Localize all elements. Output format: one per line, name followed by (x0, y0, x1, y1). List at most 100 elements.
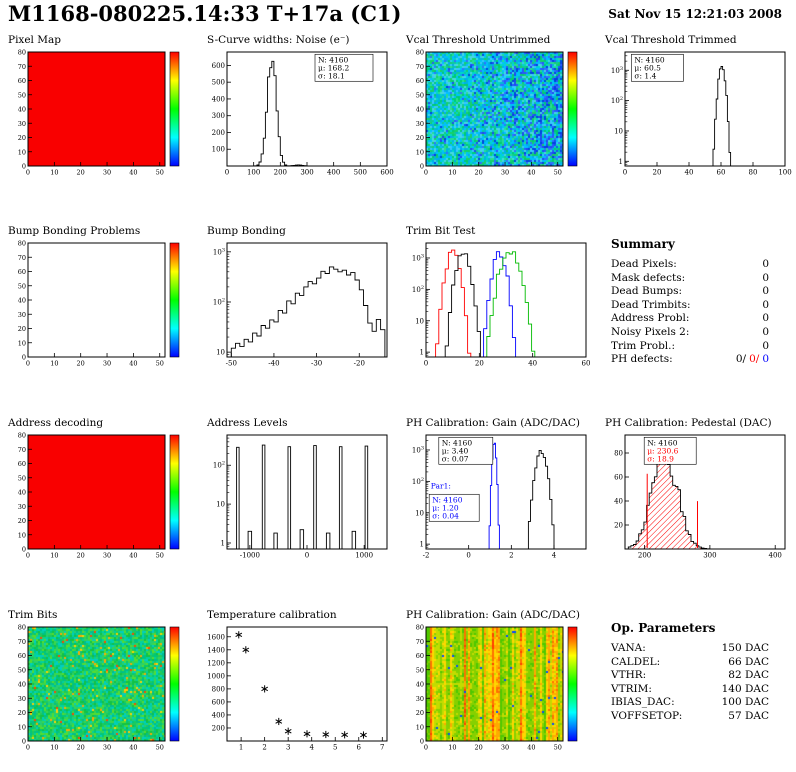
svg-text:40: 40 (18, 297, 26, 305)
svg-text:10: 10 (50, 360, 58, 368)
op-parameter-row: VTRIM: 140 DAC (611, 682, 769, 695)
svg-text:10: 10 (614, 127, 623, 135)
ph-defects-value-3: 0 (762, 353, 769, 366)
svg-text:80: 80 (18, 432, 26, 440)
svg-text:80: 80 (18, 240, 26, 248)
chart-title: Trim Bits (8, 609, 58, 621)
svg-text:50: 50 (416, 91, 424, 99)
svg-text:30: 30 (103, 552, 111, 560)
svg-text:1000: 1000 (355, 552, 373, 560)
svg-text:100: 100 (247, 169, 260, 177)
svg-text:60: 60 (416, 77, 424, 85)
svg-text:0: 0 (22, 163, 26, 171)
svg-text:40: 40 (527, 744, 535, 752)
svg-text:80: 80 (749, 169, 758, 177)
chart-title: Pixel Map (8, 34, 61, 46)
svg-text:N: 4160: N: 4160 (318, 55, 349, 64)
op-parameters-title: Op. Parameters (611, 621, 716, 635)
svg-text:80: 80 (18, 49, 26, 57)
svg-text:40: 40 (129, 744, 137, 752)
svg-text:20: 20 (475, 744, 483, 752)
summary-row: Trim Probl.: 0 (611, 339, 769, 352)
ph-pedestal-chart: 200 300 400 20 40 60 80 N: 4160 μ: 230.6 σ: 18.9 (598, 430, 796, 569)
svg-text:-30: -30 (311, 360, 322, 368)
svg-text:0: 0 (305, 552, 309, 560)
chart-title: Bump Bonding (207, 225, 286, 237)
svg-text:20: 20 (416, 134, 424, 142)
op-parameter-row: VOFFSETOP: 57 DAC (611, 709, 769, 722)
panel-temp-calibration: Temperature calibration 1 2 3 4 5 6 7 200 400 600… (199, 605, 398, 762)
svg-text:10: 10 (416, 723, 424, 731)
page-title: M1168-080225.14:33 T+17a (C1) (8, 1, 402, 26)
svg-text:30: 30 (416, 120, 424, 128)
svg-text:40: 40 (527, 169, 535, 177)
svg-text:60: 60 (582, 360, 591, 368)
svg-text:-2: -2 (423, 552, 430, 560)
svg-text:30: 30 (103, 169, 111, 177)
svg-text:10: 10 (18, 148, 26, 156)
svg-text:400: 400 (327, 169, 340, 177)
svg-text:20: 20 (18, 325, 26, 333)
svg-text:0: 0 (420, 163, 424, 171)
svg-text:40: 40 (416, 681, 424, 689)
svg-text:80: 80 (416, 624, 424, 632)
svg-text:0: 0 (22, 738, 26, 746)
summary-row: Noisy Pixels 2: 0 (611, 325, 769, 338)
svg-text:800: 800 (212, 685, 225, 693)
svg-text:40: 40 (416, 106, 424, 114)
svg-text:103: 103 (611, 66, 623, 75)
svg-text:30: 30 (103, 744, 111, 752)
svg-text:30: 30 (18, 311, 26, 319)
svg-text:100: 100 (212, 146, 225, 154)
svg-text:20: 20 (416, 709, 424, 717)
svg-text:10: 10 (50, 744, 58, 752)
svg-text:40: 40 (18, 106, 26, 114)
address-levels-chart: -1000 0 1000 1 10 102 (200, 430, 398, 569)
svg-text:1: 1 (239, 744, 243, 752)
svg-text:500: 500 (354, 169, 367, 177)
panel-ph-gain-map: PH Calibration: Gain (ADC/DAC) 0 10 20 30 40… (398, 605, 597, 762)
svg-text:20: 20 (18, 134, 26, 142)
svg-text:70: 70 (18, 63, 26, 71)
svg-text:40: 40 (129, 169, 137, 177)
panel-vcal-trimmed: Vcal Threshold Trimmed 0 20 40 60 80 100 1 10 10… (597, 30, 796, 221)
svg-text:102: 102 (213, 297, 225, 306)
svg-text:40: 40 (528, 360, 537, 368)
panel-bump-problems: Bump Bonding Problems 0 10 20 30 40 50 0 10 20 30… (0, 221, 199, 413)
summary-rows: Dead Pixels: 0 Mask defects: 0 Dead Bumps:… (611, 258, 796, 367)
svg-text:50: 50 (156, 360, 164, 368)
svg-text:10: 10 (18, 339, 26, 347)
svg-text:N: 4160: N: 4160 (432, 495, 463, 504)
svg-text:20: 20 (77, 744, 85, 752)
svg-text:60: 60 (18, 460, 26, 468)
svg-text:60: 60 (614, 474, 623, 482)
svg-text:60: 60 (18, 77, 26, 85)
svg-text:200: 200 (212, 129, 225, 137)
svg-text:50: 50 (156, 552, 164, 560)
svg-text:σ: 18.9: σ: 18.9 (647, 454, 674, 463)
svg-text:30: 30 (103, 360, 111, 368)
svg-text:0: 0 (22, 354, 26, 362)
svg-text:50: 50 (18, 474, 26, 482)
svg-text:3: 3 (286, 744, 290, 752)
svg-text:0: 0 (26, 360, 30, 368)
summary-row: Mask defects: 0 (611, 271, 769, 284)
svg-text:30: 30 (501, 744, 509, 752)
svg-text:20: 20 (653, 169, 662, 177)
ph-gain-map-chart: 0 10 20 30 40 50 0 10 20 30 40 50 60 70 80 (399, 622, 597, 761)
summary-row: Dead Bumps: 0 (611, 285, 769, 298)
op-parameters-rows: VANA: 150 DAC CALDEL: 66 DAC VTHR: 82 DAC V… (611, 642, 796, 724)
svg-text:400: 400 (769, 552, 782, 560)
panel-trim-bits-map: Trim Bits 0 10 20 30 40 50 0 10 20 30 40 50 60 70 80 (0, 605, 199, 762)
svg-text:70: 70 (18, 446, 26, 454)
svg-text:0: 0 (424, 744, 428, 752)
svg-text:4: 4 (552, 552, 557, 560)
svg-text:20: 20 (614, 522, 623, 530)
panel-ph-gain-hist: PH Calibration: Gain (ADC/DAC) -2 0 2 4 1 10 1… (398, 413, 597, 605)
panel-op-parameters: Op. Parameters VANA: 150 DAC CALDEL: 66 DA… (597, 605, 796, 762)
summary-row-ph-defects: PH defects: 0/ 0/ 0 (611, 353, 769, 366)
chart-title: Temperature calibration (207, 609, 337, 621)
svg-text:1600: 1600 (207, 633, 225, 641)
svg-text:σ: 0.07: σ: 0.07 (442, 454, 469, 463)
svg-text:50: 50 (156, 169, 164, 177)
